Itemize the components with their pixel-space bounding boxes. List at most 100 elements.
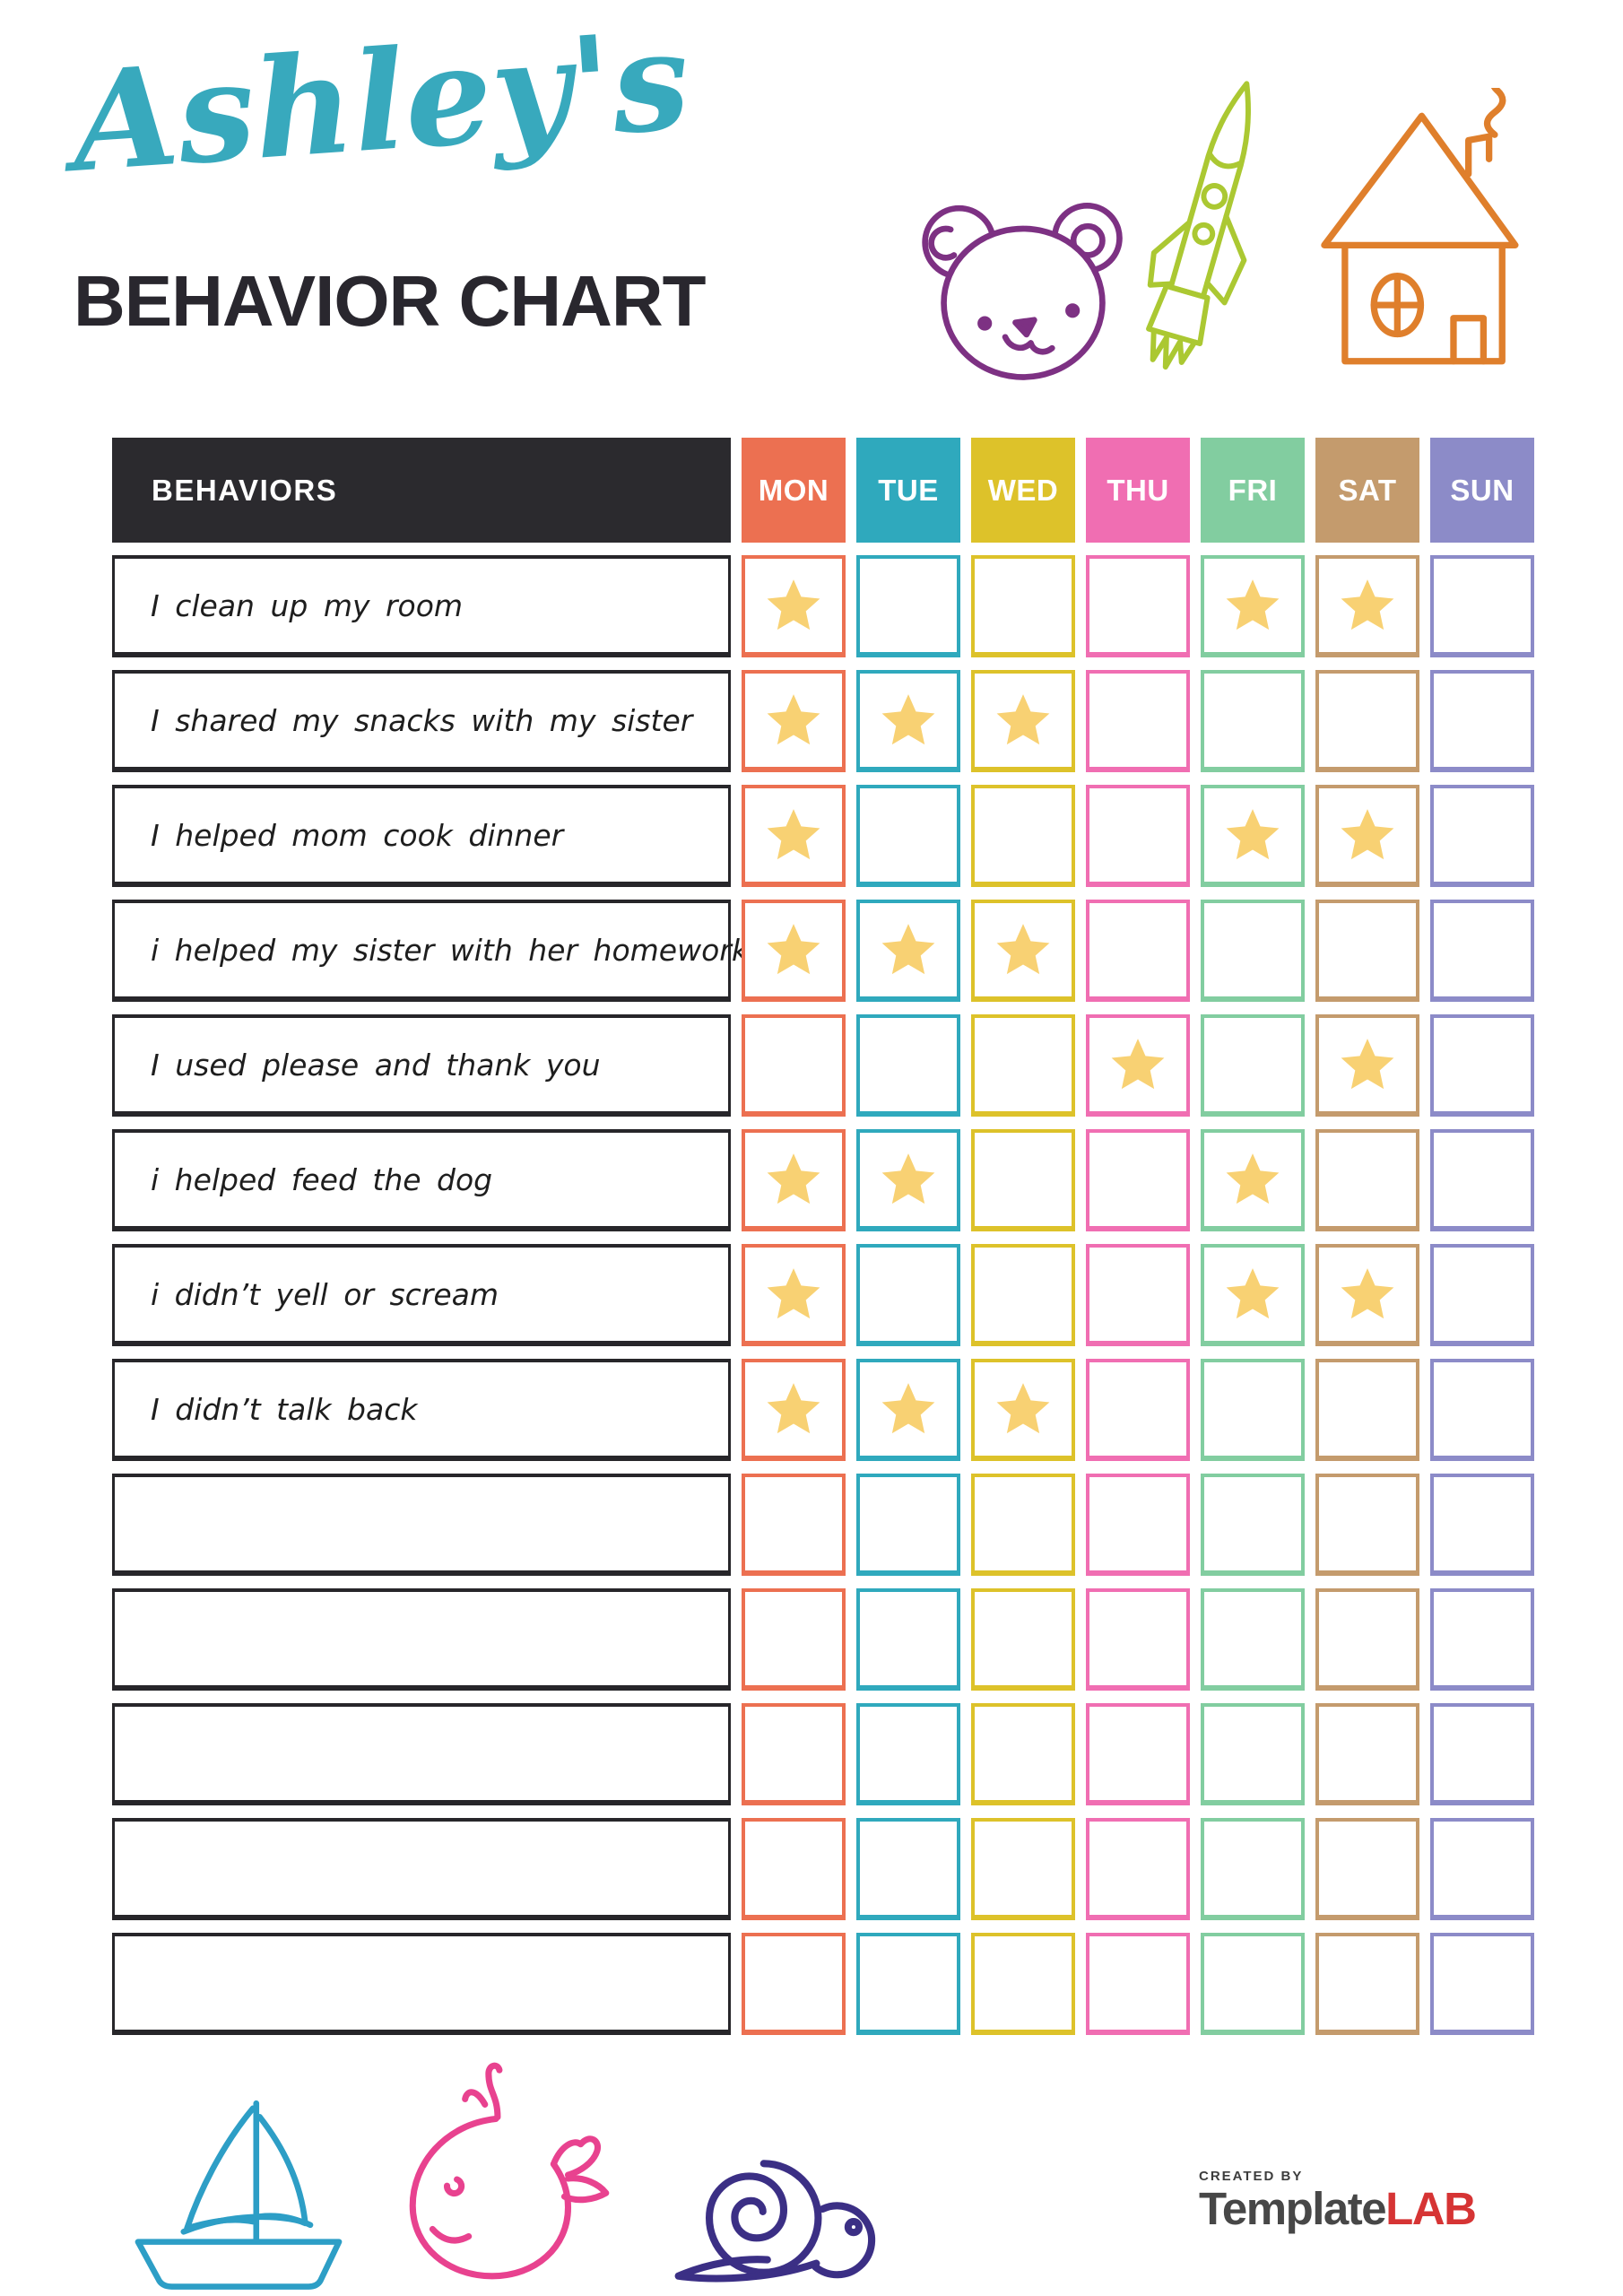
day-cell-tue-row-9 — [856, 1474, 960, 1576]
day-cell-fri-row-4 — [1201, 900, 1305, 1002]
star-icon — [1341, 579, 1394, 631]
day-cell-sat-row-12 — [1315, 1818, 1419, 1920]
behaviors-column-header: BEHAVIORS — [112, 438, 731, 543]
day-cell-sun-row-12 — [1430, 1818, 1534, 1920]
page-title: BEHAVIOR CHART — [74, 261, 707, 341]
star-icon — [1341, 1039, 1394, 1090]
day-cell-sat-row-9 — [1315, 1474, 1419, 1576]
day-cell-fri-row-9 — [1201, 1474, 1305, 1576]
star-icon — [881, 1153, 935, 1205]
star-icon — [1226, 1268, 1280, 1319]
day-cell-sun-row-6 — [1430, 1129, 1534, 1231]
day-header-tue: TUE — [856, 438, 960, 543]
star-icon — [767, 1153, 820, 1205]
day-cell-sat-row-2 — [1315, 670, 1419, 772]
day-cell-mon-row-3 — [742, 785, 846, 887]
behavior-label-row-3: I helped mom cook dinner — [112, 785, 731, 887]
star-icon — [996, 1383, 1050, 1434]
star-icon — [767, 809, 820, 860]
day-cell-sun-row-5 — [1430, 1014, 1534, 1117]
day-cell-wed-row-6 — [971, 1129, 1075, 1231]
day-cell-thu-row-2 — [1086, 670, 1190, 772]
star-icon — [767, 1268, 820, 1319]
day-cell-sat-row-3 — [1315, 785, 1419, 887]
day-cell-fri-row-13 — [1201, 1933, 1305, 2035]
day-cell-wed-row-3 — [971, 785, 1075, 887]
day-cell-thu-row-12 — [1086, 1818, 1190, 1920]
day-cell-wed-row-10 — [971, 1588, 1075, 1691]
star-icon — [767, 579, 820, 631]
day-header-mon: MON — [742, 438, 846, 543]
day-cell-fri-row-1 — [1201, 555, 1305, 657]
logo-created-by: CREATED BY — [1199, 2169, 1304, 2184]
day-cell-sun-row-8 — [1430, 1359, 1534, 1461]
day-cell-wed-row-2 — [971, 670, 1075, 772]
day-cell-thu-row-3 — [1086, 785, 1190, 887]
day-cell-fri-row-5 — [1201, 1014, 1305, 1117]
day-cell-thu-row-7 — [1086, 1244, 1190, 1346]
day-cell-wed-row-12 — [971, 1818, 1075, 1920]
logo-brand-primary: Template — [1199, 2183, 1387, 2234]
day-cell-sat-row-13 — [1315, 1933, 1419, 2035]
day-cell-tue-row-12 — [856, 1818, 960, 1920]
day-cell-tue-row-10 — [856, 1588, 960, 1691]
day-cell-mon-row-9 — [742, 1474, 846, 1576]
day-cell-wed-row-13 — [971, 1933, 1075, 2035]
day-cell-sat-row-8 — [1315, 1359, 1419, 1461]
child-name-title: Ashley's — [66, 0, 695, 203]
star-icon — [767, 694, 820, 745]
day-cell-sun-row-1 — [1430, 555, 1534, 657]
star-icon — [1226, 809, 1280, 860]
day-cell-thu-row-1 — [1086, 555, 1190, 657]
day-cell-mon-row-2 — [742, 670, 846, 772]
star-icon — [1111, 1039, 1165, 1090]
day-cell-tue-row-2 — [856, 670, 960, 772]
day-cell-tue-row-5 — [856, 1014, 960, 1117]
day-cell-thu-row-5 — [1086, 1014, 1190, 1117]
day-cell-fri-row-11 — [1201, 1703, 1305, 1805]
day-cell-sun-row-4 — [1430, 900, 1534, 1002]
day-cell-sat-row-5 — [1315, 1014, 1419, 1117]
star-icon — [1226, 579, 1280, 631]
day-header-wed: WED — [971, 438, 1075, 543]
day-cell-mon-row-10 — [742, 1588, 846, 1691]
star-icon — [767, 1383, 820, 1434]
day-cell-mon-row-11 — [742, 1703, 846, 1805]
logo-brand: TemplateLAB — [1199, 2183, 1477, 2234]
day-cell-fri-row-8 — [1201, 1359, 1305, 1461]
day-cell-sat-row-4 — [1315, 900, 1419, 1002]
snail-doodle-icon — [660, 2140, 907, 2294]
behavior-label-row-11 — [112, 1703, 731, 1805]
day-cell-tue-row-7 — [856, 1244, 960, 1346]
day-cell-wed-row-1 — [971, 555, 1075, 657]
star-icon — [881, 694, 935, 745]
day-cell-mon-row-8 — [742, 1359, 846, 1461]
day-cell-tue-row-4 — [856, 900, 960, 1002]
star-icon — [881, 1383, 935, 1434]
behavior-label-row-8: I didn’t talk back — [112, 1359, 731, 1461]
day-cell-mon-row-13 — [742, 1933, 846, 2035]
behavior-label-row-1: I clean up my room — [112, 555, 731, 657]
day-cell-thu-row-8 — [1086, 1359, 1190, 1461]
day-cell-wed-row-7 — [971, 1244, 1075, 1346]
day-cell-sun-row-3 — [1430, 785, 1534, 887]
behavior-label-row-7: i didn’t yell or scream — [112, 1244, 731, 1346]
day-cell-mon-row-1 — [742, 555, 846, 657]
day-cell-thu-row-4 — [1086, 900, 1190, 1002]
day-cell-tue-row-1 — [856, 555, 960, 657]
day-cell-sun-row-7 — [1430, 1244, 1534, 1346]
day-cell-sun-row-10 — [1430, 1588, 1534, 1691]
star-icon — [996, 924, 1050, 975]
day-cell-thu-row-11 — [1086, 1703, 1190, 1805]
sailboat-doodle-icon — [117, 2092, 360, 2294]
day-cell-wed-row-11 — [971, 1703, 1075, 1805]
day-cell-thu-row-10 — [1086, 1588, 1190, 1691]
house-doodle-icon — [1311, 88, 1555, 387]
day-cell-fri-row-7 — [1201, 1244, 1305, 1346]
star-icon — [881, 924, 935, 975]
rocket-doodle-icon — [1132, 68, 1324, 405]
day-cell-fri-row-10 — [1201, 1588, 1305, 1691]
behavior-label-row-10 — [112, 1588, 731, 1691]
star-icon — [1341, 809, 1394, 860]
